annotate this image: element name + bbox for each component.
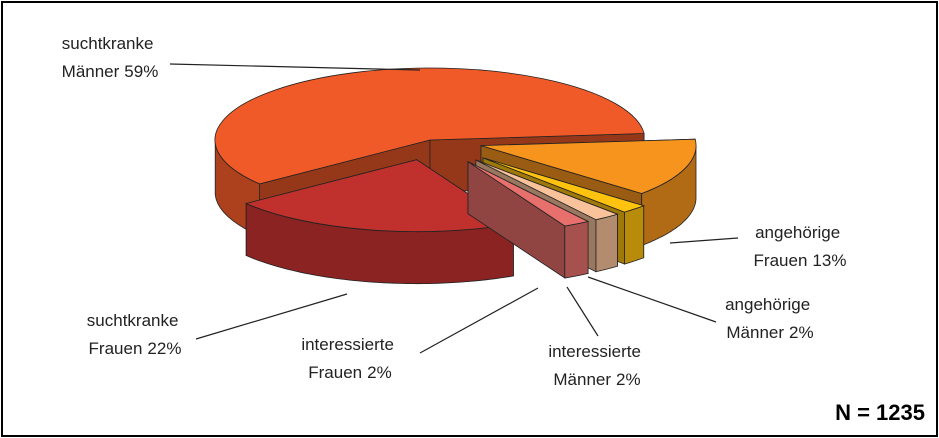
leader-line: [419, 287, 539, 354]
slice: [482, 157, 645, 213]
leader-line: [195, 293, 348, 340]
slice: [480, 138, 697, 194]
label-line: Frauen: [754, 251, 808, 270]
slice-label: suchtkranke Männer: [62, 34, 159, 81]
label-line: interessierte: [301, 335, 398, 354]
slice: [214, 67, 645, 185]
label-line: angehörige: [725, 295, 815, 314]
label-line: Frauen: [308, 363, 362, 382]
slice-label: angehörige Frauen: [754, 223, 845, 270]
label-line: Männer: [553, 370, 611, 389]
slice-label: interessierte Männer: [548, 342, 645, 389]
value-label: 2%: [616, 370, 641, 389]
slice: [244, 159, 515, 232]
slice: [475, 159, 619, 221]
leader-line: [669, 237, 739, 244]
slice-side: [595, 213, 618, 273]
slice-side: [624, 204, 645, 265]
label-line: suchtkranke: [87, 311, 183, 330]
label-line: suchtkranke: [62, 34, 158, 53]
slice-label: angehörige Männer: [725, 295, 815, 342]
slice-label: suchtkranke Frauen: [87, 311, 183, 358]
slice-side: [564, 220, 589, 279]
value-label: 2%: [367, 363, 392, 382]
value-label: 2%: [789, 323, 814, 342]
label-line: Frauen: [89, 339, 143, 358]
slice: [467, 161, 590, 227]
value-label: 13%: [812, 251, 846, 270]
leader-line: [566, 286, 599, 337]
slice-label: interessierte Frauen: [301, 335, 398, 382]
value-label: 59%: [124, 62, 158, 81]
leader-line: [169, 63, 421, 71]
leader-line: [587, 276, 717, 323]
label-line: interessierte: [548, 342, 645, 361]
value-label: 22%: [147, 339, 181, 358]
label-line: angehörige: [755, 223, 845, 242]
annotation: N = 1235: [835, 400, 925, 425]
label-line: Männer: [62, 62, 120, 81]
label-line: Männer: [726, 323, 784, 342]
